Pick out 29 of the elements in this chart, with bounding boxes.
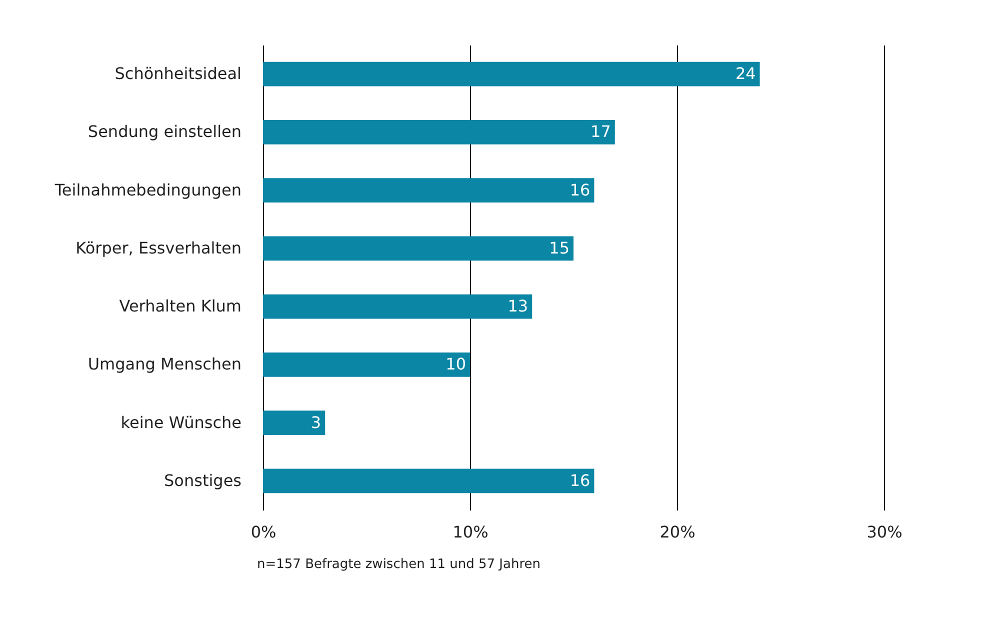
y-tick-label: keine Wünsche (120, 412, 242, 432)
y-tick-label: Schönheitsideal (114, 64, 242, 84)
y-tick-label: Sendung einstellen (88, 122, 242, 142)
x-tick-label: 30% (866, 522, 902, 542)
y-tick-label: Sonstiges (164, 470, 242, 490)
x-tick-label: 0% (250, 522, 276, 542)
bar (263, 120, 615, 144)
y-tick-label: Verhalten Klum (119, 296, 242, 316)
bar (263, 468, 594, 494)
data-label: 15 (549, 238, 570, 258)
text: n=157 Befragte zwischen 11 und 57 Jahren (257, 557, 541, 572)
bar (263, 352, 470, 377)
bar (263, 236, 574, 261)
bar (263, 294, 532, 319)
bar (263, 178, 594, 203)
y-tick-label: Teilnahmebedingungen (54, 180, 242, 200)
data-label: 3 (310, 412, 322, 432)
x-tick-label: 20% (660, 522, 696, 542)
data-label: 17 (590, 122, 611, 142)
bar (263, 410, 326, 436)
y-tick-label: Umgang Menschen (88, 354, 242, 374)
y-tick-label: Körper, Essverhalten (76, 238, 242, 258)
data-label: 24 (735, 64, 756, 84)
data-label: 16 (570, 180, 590, 200)
x-tick-label: 10% (452, 522, 488, 542)
data-label: 16 (570, 470, 590, 490)
data-label: 13 (508, 296, 528, 316)
data-label: 10 (446, 354, 466, 374)
bar (263, 62, 760, 86)
